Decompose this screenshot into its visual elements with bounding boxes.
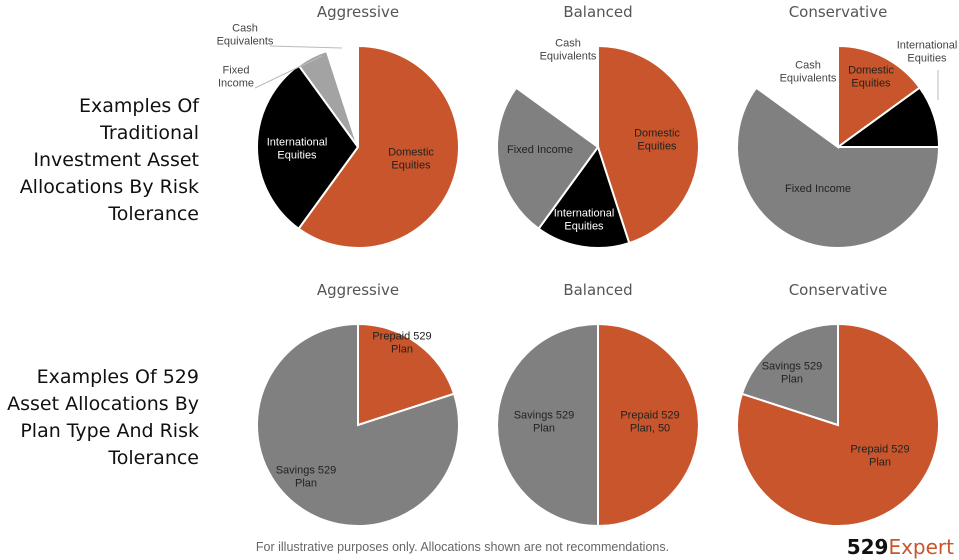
pie-slice xyxy=(325,44,359,148)
slice-label: International Equities xyxy=(897,40,958,65)
pie-title: Balanced xyxy=(563,3,632,21)
pie-title: Aggressive xyxy=(317,281,399,299)
pie-slice xyxy=(514,44,599,149)
pie-slice xyxy=(736,86,941,249)
slice-label: Cash Equivalents xyxy=(540,38,597,63)
slice-label: Prepaid 529 Plan xyxy=(372,331,431,356)
slice-label: Domestic Equities xyxy=(634,128,680,153)
slice-label: Fixed Income xyxy=(507,144,573,156)
plan-type-allocations-heading: Examples Of 529 Asset Allocations By Pla… xyxy=(7,366,199,469)
pie-title: Conservative xyxy=(789,3,888,21)
logo-number: 529 xyxy=(846,535,889,559)
slice-label: Savings 529 Plan xyxy=(514,410,575,435)
leader-line xyxy=(269,45,343,49)
pie-slice xyxy=(537,144,631,249)
pie-slice xyxy=(496,322,599,528)
logo: 529Expert xyxy=(847,535,954,559)
slice-label: Fixed Income xyxy=(218,65,254,90)
pie-slice xyxy=(740,322,839,427)
traditional-allocations-heading: Examples Of Traditional Investment Asset… xyxy=(19,95,199,225)
slice-label: Cash Equivalents xyxy=(217,23,274,48)
slice-label: Savings 529 Plan xyxy=(762,361,823,386)
slice-label: Prepaid 529 Plan xyxy=(850,444,909,469)
slice-label: Prepaid 529 Plan, 50 xyxy=(620,410,679,435)
pie-slice xyxy=(837,44,922,149)
slice-label: Domestic Equities xyxy=(848,65,894,90)
pie-slice xyxy=(754,44,839,149)
pie-title: Balanced xyxy=(563,281,632,299)
slice-label: International Equities xyxy=(267,137,328,162)
pie-slice xyxy=(357,322,456,427)
pie-slice xyxy=(297,44,460,249)
pie-slice xyxy=(597,322,700,528)
leader-line xyxy=(254,55,323,89)
pie-slice xyxy=(256,63,360,231)
pie-title: Aggressive xyxy=(317,3,399,21)
disclaimer: For illustrative purposes only. Allocati… xyxy=(255,540,670,554)
pie-title: Conservative xyxy=(789,281,888,299)
pie-slice xyxy=(496,86,600,231)
slice-label: International Equities xyxy=(554,208,615,233)
pie-slice xyxy=(597,44,700,245)
pie-slice xyxy=(256,322,460,527)
slice-label: Savings 529 Plan xyxy=(276,465,337,490)
slice-label: Cash Equivalents xyxy=(780,60,837,85)
slice-label: Domestic Equities xyxy=(388,147,434,172)
logo-word: Expert xyxy=(888,535,954,559)
slice-label: Fixed Income xyxy=(785,183,851,195)
